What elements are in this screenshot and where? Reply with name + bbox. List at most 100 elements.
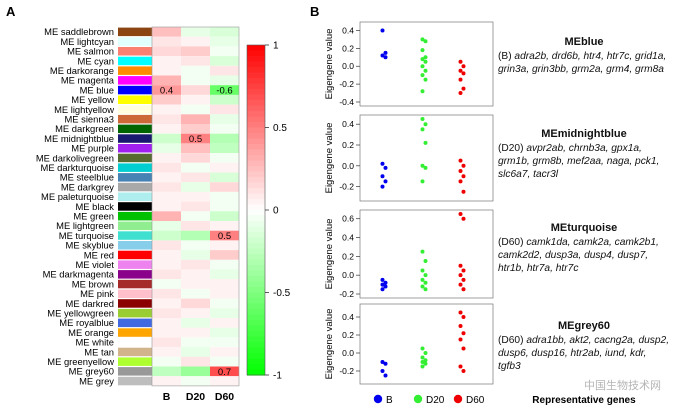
module-row-label: ME tan <box>84 346 114 357</box>
eigengene-point-d60 <box>461 64 466 69</box>
scatter-panel-frame <box>359 209 494 299</box>
eigengene-point-d60 <box>461 369 466 373</box>
heatmap-cell <box>181 75 210 86</box>
module-color-swatch <box>118 289 152 298</box>
module-color-swatch <box>118 308 152 318</box>
module-row-label: ME cyan <box>78 55 114 66</box>
module-row-label: ME yellowgreen <box>47 308 114 319</box>
module-row-label: ME sienna3 <box>64 114 114 125</box>
heatmap-cell <box>210 124 239 134</box>
heatmap-cell <box>181 172 210 183</box>
heatmap-cell <box>152 240 181 251</box>
heatmap-border <box>151 26 240 387</box>
heatmap-cell <box>152 143 181 154</box>
eigengene-point-d20 <box>420 355 425 360</box>
heatmap-cell <box>181 259 210 270</box>
heatmap-cell <box>181 356 210 367</box>
scatter-panel-frame <box>359 114 494 202</box>
y-tick-label: -0.2 <box>339 289 354 299</box>
module-color-swatch <box>118 357 152 366</box>
eigengene-point-b <box>380 360 385 364</box>
module-color-swatch <box>118 85 152 95</box>
module-row-label: ME black <box>75 201 114 212</box>
eigengene-scatter-panels: 0.4 0.2 0.0 -0.2 -0.4 Eigengene value 0.4 0.2 0.… <box>324 21 494 385</box>
colorbar-step <box>247 265 265 272</box>
cell-value-label: 0.4 <box>160 86 173 97</box>
heatmap-cell <box>181 337 210 348</box>
heatmap-cell <box>152 124 181 134</box>
heatmap-cell <box>181 36 210 47</box>
gene-panel-meblue: MEblue (B) adra2b, drd6b, htr4, htr7c, g… <box>498 36 670 76</box>
heatmap-cell <box>181 366 210 377</box>
heatmap-cell <box>152 298 181 309</box>
colorbar-step <box>247 281 265 288</box>
heatmap-cell <box>152 221 181 231</box>
colorbar-step <box>247 303 265 310</box>
module-row-label: ME lightcyan <box>60 36 114 47</box>
eigengene-point-d20 <box>423 273 428 278</box>
eigengene-point-d60 <box>458 282 463 287</box>
module-row-label: ME darkred <box>66 298 114 309</box>
colorbar-step <box>247 215 265 222</box>
module-color-swatch <box>118 241 152 250</box>
eigengene-point-d20 <box>423 39 428 44</box>
heatmap-cell <box>210 337 239 348</box>
colorbar-step <box>247 347 265 354</box>
module-color-swatch <box>118 76 152 85</box>
eigengene-point-d20 <box>423 287 428 292</box>
eigengene-point-d60 <box>458 337 463 342</box>
colorbar-step <box>247 149 265 156</box>
colorbar-step <box>247 45 265 52</box>
legend-label: D20 <box>426 395 445 406</box>
eigengene-point-d20 <box>423 122 428 127</box>
module-row-label: ME magenta <box>61 75 115 86</box>
colorbar-step <box>247 226 265 233</box>
y-tick-label: 0.4 <box>342 25 354 35</box>
eigengene-point-d60 <box>461 189 466 194</box>
module-row-label: ME darkgreen <box>55 123 114 134</box>
eigengene-point-b <box>380 282 385 287</box>
module-color-swatch <box>118 192 152 201</box>
heatmap-cell <box>152 56 181 66</box>
module-color-swatch <box>118 221 152 231</box>
module-row-label: ME brown <box>72 278 114 289</box>
heatmap-cell <box>210 240 239 251</box>
eigengene-point-d20 <box>420 277 425 282</box>
heatmap-cell <box>152 85 181 95</box>
module-color-swatch <box>118 114 152 124</box>
eigengene-point-d20 <box>420 179 425 184</box>
heatmap-cell <box>152 347 181 357</box>
heatmap-cell <box>181 182 210 192</box>
module-row-label: ME darkmagenta <box>43 269 115 280</box>
module-color-swatch <box>118 56 152 66</box>
colorbar-step <box>247 336 265 343</box>
heatmap-cell <box>152 318 181 328</box>
heatmap-column-label: B <box>163 391 171 403</box>
legend-label: D60 <box>466 395 485 406</box>
heatmap-cell <box>210 269 239 280</box>
heatmap-cell <box>210 221 239 231</box>
eigengene-point-b <box>383 284 388 289</box>
module-row-label: ME paleturquoise <box>41 191 114 202</box>
eigengene-point-d20 <box>423 165 428 170</box>
module-row-label: ME purple <box>71 143 114 154</box>
eigengene-point-b <box>380 277 385 282</box>
module-color-swatch <box>118 144 152 153</box>
eigengene-point-d60 <box>461 287 466 292</box>
eigengene-point-d60 <box>458 310 463 315</box>
colorbar-step <box>247 155 265 162</box>
module-row-label: ME pink <box>80 288 114 299</box>
colorbar-step <box>247 160 265 167</box>
stage-label: (D60) <box>498 237 527 248</box>
heatmap-column-label: D20 <box>186 391 205 403</box>
heatmap-cell <box>210 201 239 212</box>
heatmap-cell <box>181 133 210 144</box>
heatmap-cell <box>181 327 210 338</box>
eigengene-point-d60 <box>461 331 466 336</box>
heatmap-cell <box>152 327 181 338</box>
eigengene-point-d60 <box>458 273 463 278</box>
x-axis-label: Representative genes <box>532 395 636 406</box>
eigengene-point-d20 <box>420 127 425 132</box>
eigengene-point-d20 <box>423 280 428 285</box>
colorbar-step <box>247 111 265 118</box>
